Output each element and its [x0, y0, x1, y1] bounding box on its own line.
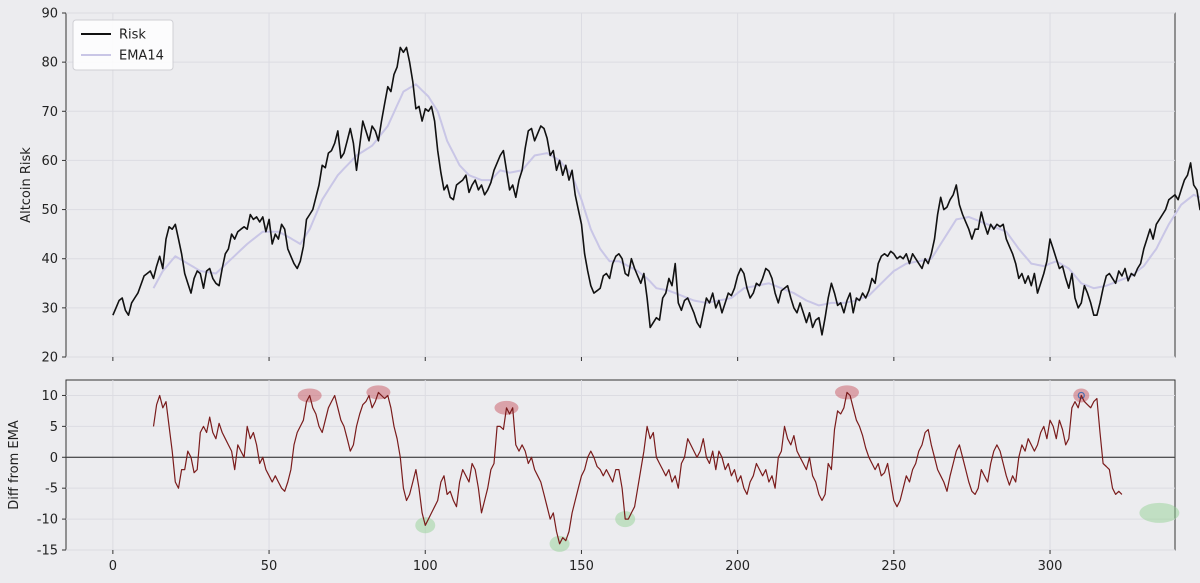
x-tick-label: 300	[1038, 559, 1063, 574]
risk-plot-y-axis-label: Altcoin Risk	[19, 147, 34, 223]
y-tick-label: 60	[41, 154, 58, 169]
diff-plot-y-axis-label: Diff from EMA	[7, 420, 22, 510]
legend-label-ema14: EMA14	[119, 49, 164, 64]
y-tick-label: 10	[41, 389, 58, 404]
selected-point-marker	[1077, 391, 1085, 400]
y-tick-label: 30	[41, 301, 58, 316]
diff-plot-y-ticks: -15 -10 -5 0 5 10	[37, 389, 66, 559]
y-tick-label: 80	[41, 56, 58, 71]
diff-plot: -15 -10 -5 0 5 10 0 50 100 150 200 250 300 Diff fro…	[7, 379, 1180, 574]
risk-plot-lines	[112, 46, 1200, 336]
x-tick-label: 50	[261, 559, 278, 574]
y-tick-label: 70	[41, 105, 58, 120]
diff-plot-lines	[152, 391, 1123, 545]
x-tick-label: 0	[109, 559, 117, 574]
risk-plot-frame	[65, 12, 1176, 358]
y-tick-label: -5	[45, 482, 58, 497]
risk-plot-grid	[66, 12, 1175, 358]
y-tick-label: 90	[41, 7, 58, 22]
y-tick-label: -15	[37, 544, 58, 559]
risk-plot-x-ticks	[112, 357, 1051, 361]
legend-label-risk: Risk	[119, 28, 146, 43]
ema14-line	[152, 83, 1200, 307]
x-tick-label: 200	[725, 559, 750, 574]
x-tick-label: 150	[569, 559, 594, 574]
y-tick-label: 40	[41, 252, 58, 267]
y-tick-label: 5	[50, 420, 58, 435]
legend-box	[72, 19, 174, 71]
diff-line	[152, 391, 1123, 545]
x-tick-label: 100	[413, 559, 438, 574]
y-tick-label: 20	[41, 351, 58, 366]
y-tick-label: -10	[37, 513, 58, 528]
oversold-marker	[1139, 502, 1180, 523]
legend[interactable]: Risk EMA14	[72, 19, 174, 71]
risk-plot-y-ticks: 20 30 40 50 60 70 80 90	[41, 7, 66, 366]
diff-plot-x-ticks: 0 50 100 150 200 250 300	[109, 550, 1063, 574]
risk-plot: 20 30 40 50 60 70 80 90 Altcoin Risk Risk EMA14	[19, 7, 1200, 366]
risk-line	[112, 46, 1200, 336]
y-tick-label: 50	[41, 203, 58, 218]
x-tick-label: 250	[881, 559, 906, 574]
y-tick-label: 0	[50, 451, 58, 466]
